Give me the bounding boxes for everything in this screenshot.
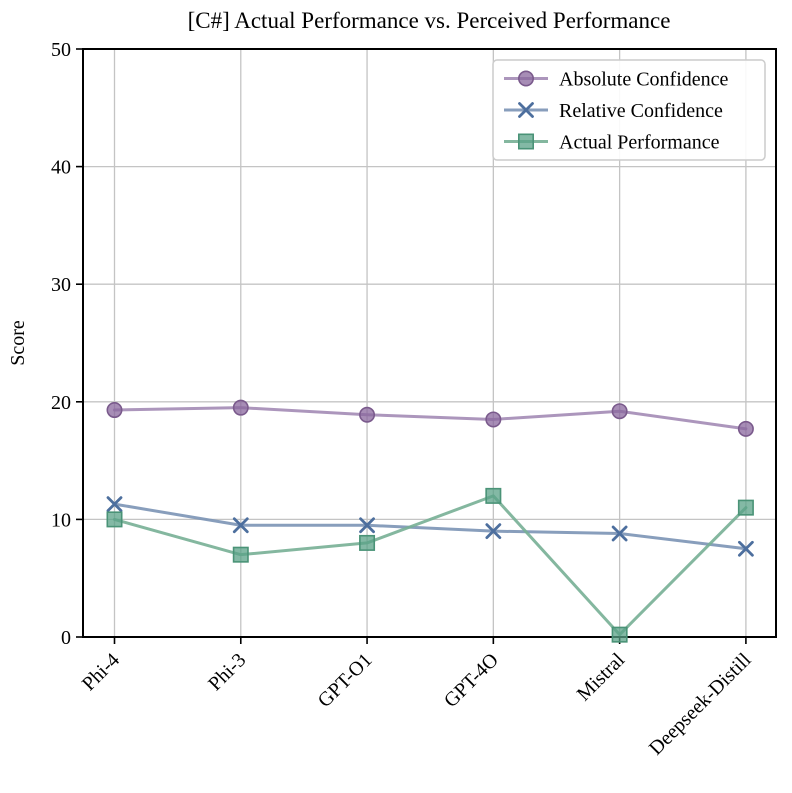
y-tick-label: 40 — [51, 157, 71, 179]
x-marker — [359, 517, 375, 534]
legend-frame — [492, 59, 766, 161]
x-marker — [518, 102, 534, 118]
x-marker — [485, 523, 502, 540]
circle-marker — [611, 403, 628, 420]
y-tick-label: 20 — [51, 392, 71, 414]
series-relative-confidence — [106, 496, 754, 557]
circle-marker — [517, 70, 534, 87]
legend-item-label: Absolute Confidence — [559, 69, 729, 91]
legend-item-label: Actual Performance — [559, 132, 720, 154]
tick-marks — [76, 48, 747, 644]
square-marker — [517, 133, 534, 150]
legend-item: Absolute Confidence — [504, 69, 729, 91]
circle-marker — [485, 411, 502, 428]
series-absolute-confidence — [106, 399, 754, 437]
circle-marker — [232, 399, 249, 416]
y-tick-label: 30 — [51, 274, 71, 296]
square-marker — [106, 511, 123, 528]
legend-item: Actual Performance — [504, 132, 720, 154]
x-marker — [232, 517, 249, 534]
legend-item: Relative Confidence — [504, 100, 723, 122]
series-actual-performance — [106, 487, 754, 643]
legend-item-label: Relative Confidence — [559, 100, 723, 122]
circle-marker — [106, 402, 123, 419]
chart-title: [C#] Actual Performance vs. Perceived Pe… — [188, 8, 671, 33]
series-line — [113, 494, 748, 637]
y-tick-label: 10 — [51, 509, 71, 531]
x-tick-label: Phi-4 — [78, 649, 124, 695]
square-marker — [359, 534, 376, 551]
series-line — [113, 502, 748, 551]
circle-marker — [737, 420, 754, 437]
axes-spines — [82, 48, 777, 638]
x-marker — [611, 525, 628, 542]
square-marker — [485, 487, 502, 504]
legend: Absolute Confidence Relative Confidence Ac… — [492, 59, 766, 161]
y-tick-label: 50 — [51, 39, 71, 61]
square-marker — [737, 499, 754, 516]
x-tick-label: GPT-O1 — [314, 649, 377, 712]
y-tick-label: 0 — [61, 627, 71, 649]
x-tick-label: Deepseek-Distill — [645, 649, 756, 760]
x-tick-label: GPT-4O — [440, 649, 503, 712]
x-tick-label: Phi-3 — [204, 649, 250, 695]
x-tick-label: Mistral — [573, 649, 630, 706]
series-line — [113, 406, 748, 431]
x-marker — [106, 496, 123, 513]
square-marker — [611, 626, 628, 643]
data-series — [106, 399, 754, 643]
square-marker — [232, 546, 249, 563]
y-axis-label: Score — [7, 320, 29, 366]
x-marker — [738, 540, 754, 557]
circle-marker — [359, 406, 376, 423]
